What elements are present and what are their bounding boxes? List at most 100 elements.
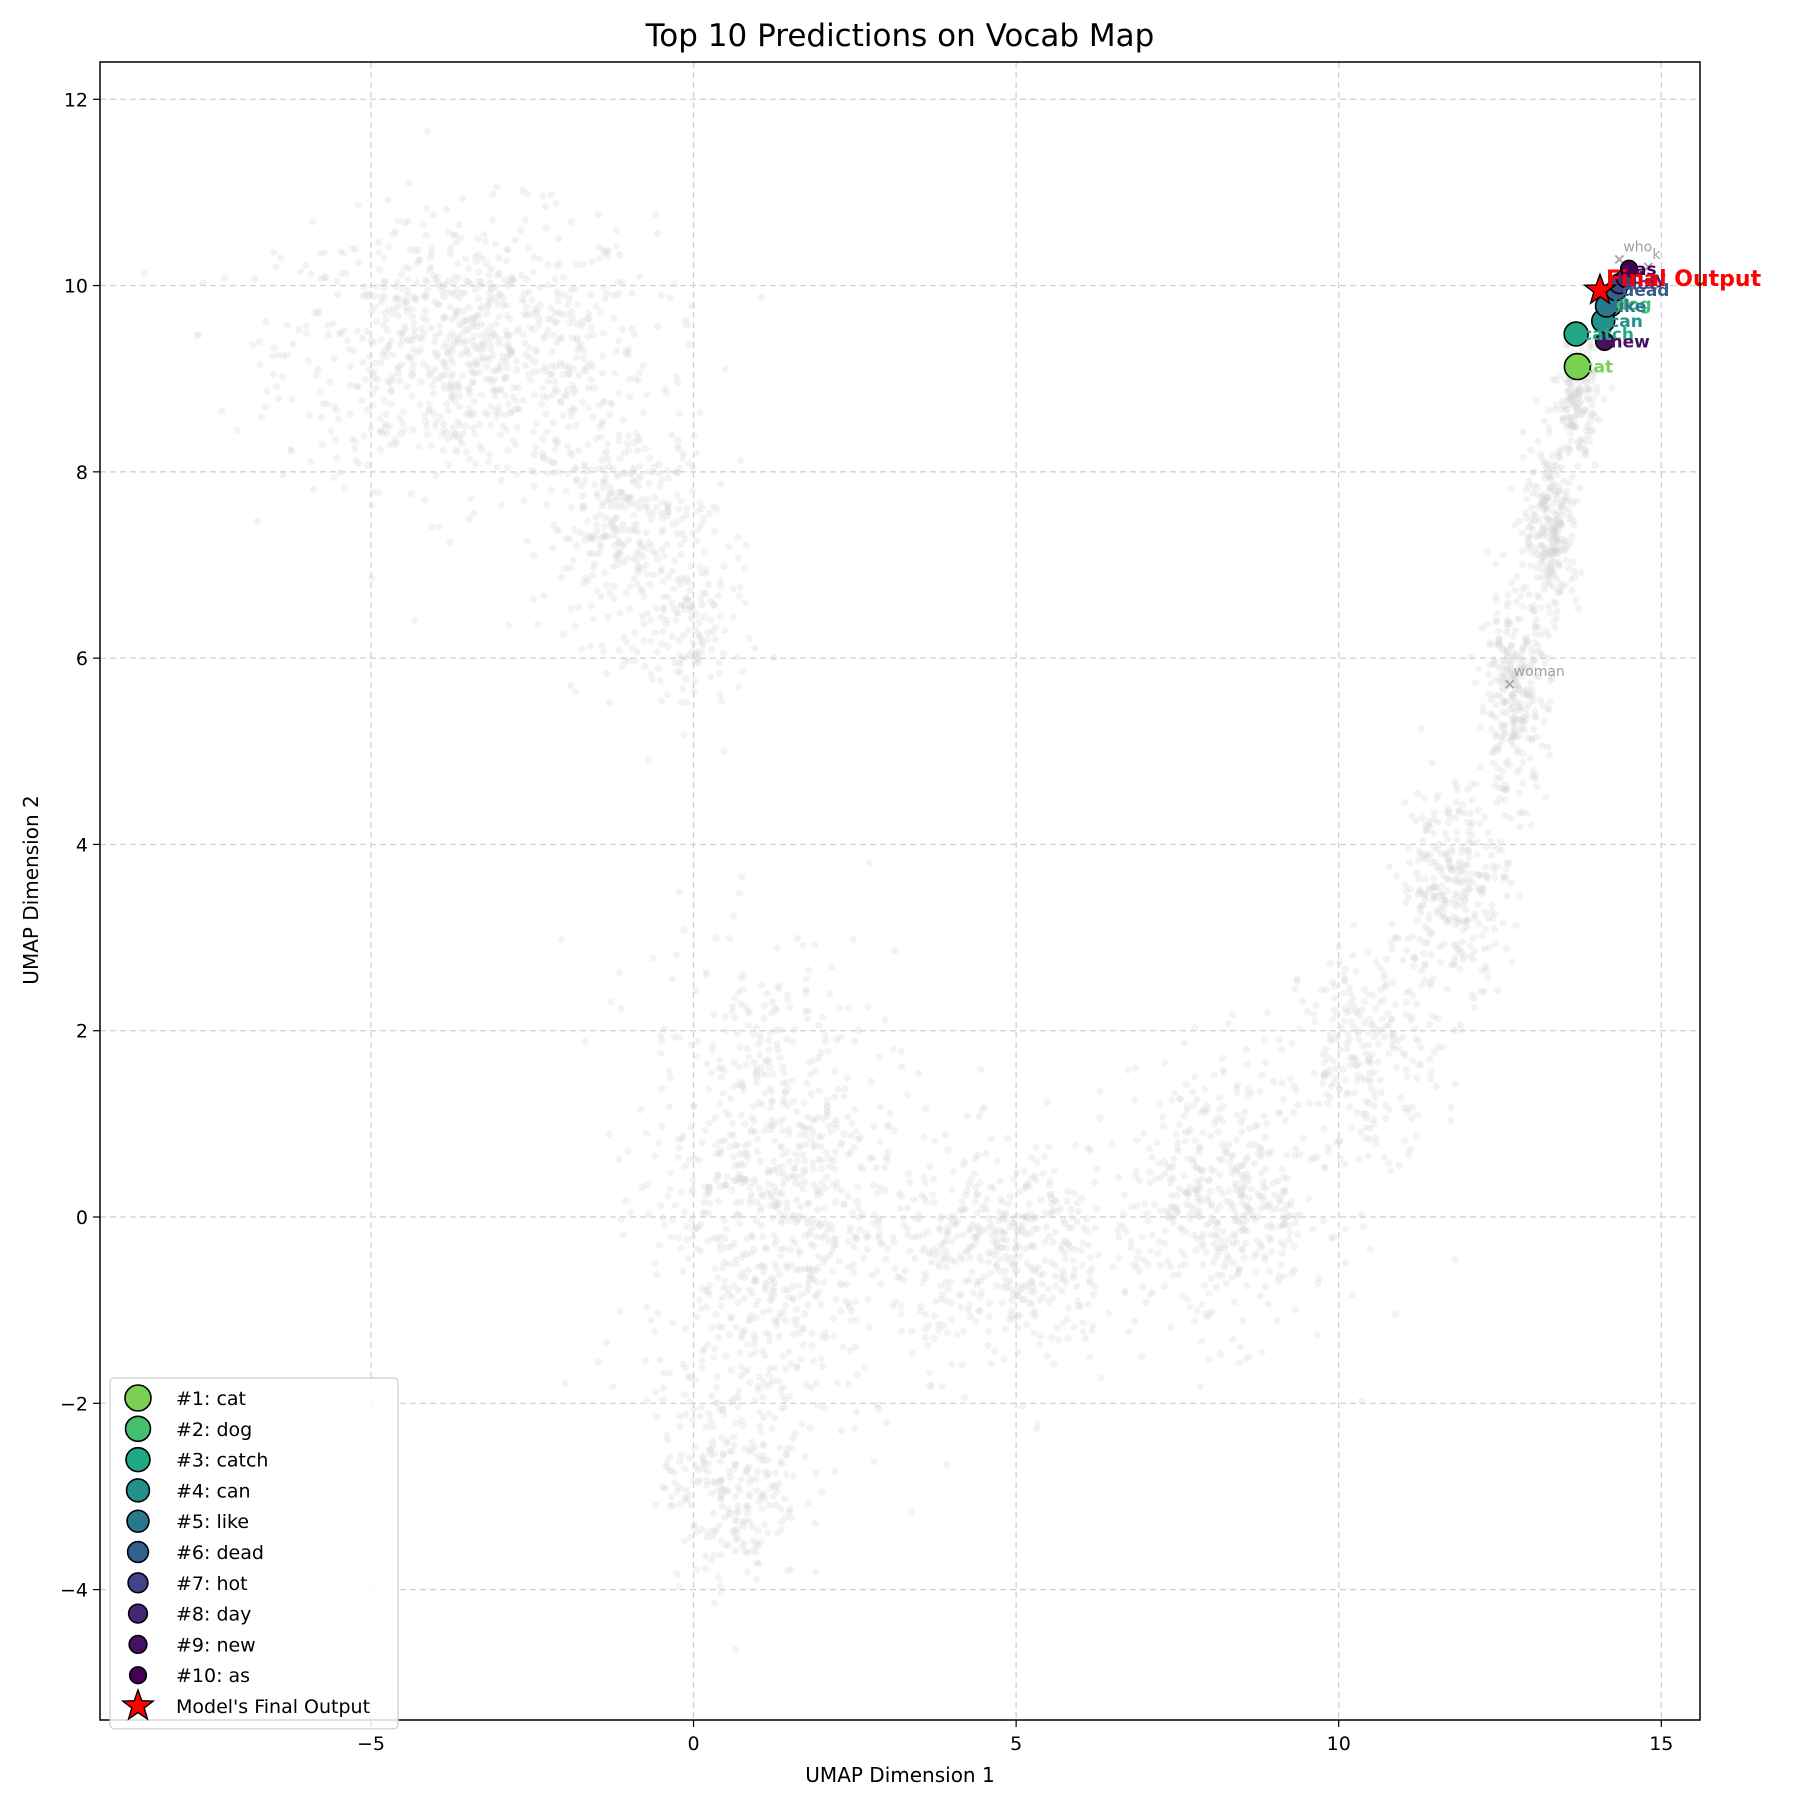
vocab-point [770,1291,778,1299]
vocab-point [833,1184,841,1192]
vocab-point [562,487,570,495]
vocab-point [589,615,597,623]
vocab-point [413,278,421,287]
vocab-point [884,1121,892,1129]
vocab-point [1366,1245,1374,1253]
vocab-point [646,580,654,588]
vocab-point [520,497,528,505]
vocab-point [664,1192,672,1200]
vocab-point [389,230,397,238]
vocab-point [679,454,687,462]
vocab-point [615,556,623,564]
vocab-point [640,620,648,628]
vocab-point [717,1457,725,1465]
vocab-point [953,1232,961,1240]
vocab-point [766,1501,774,1509]
vocab-point [574,603,583,611]
vocab-point [906,1247,914,1255]
vocab-point [664,1436,672,1444]
vocab-point [1411,1025,1419,1033]
vocab-point [1552,546,1561,554]
vocab-point [1559,477,1568,485]
vocab-point [1434,1014,1442,1022]
vocab-point [778,1517,786,1526]
vocab-point [624,432,633,440]
vocab-point [361,375,369,384]
vocab-point [1557,405,1566,414]
vocab-point [964,1180,972,1188]
vocab-point [757,1063,765,1072]
vocab-point [731,1162,739,1170]
vocab-point [1524,692,1532,700]
vocab-point [383,376,392,384]
vocab-point [821,1254,829,1262]
vocab-point [1545,581,1554,589]
vocab-point [696,499,704,507]
vocab-point [616,609,624,617]
vocab-point [776,1386,785,1394]
vocab-point [385,341,393,349]
vocab-point [828,963,836,971]
vocab-point [1067,1205,1075,1214]
vocab-point [1562,556,1570,564]
vocab-point [1130,1096,1139,1104]
vocab-point [709,1041,717,1049]
vocab-point [690,688,698,696]
vocab-point [716,1055,724,1064]
vocab-point [837,1141,845,1149]
vocab-point [351,444,359,453]
vocab-point [860,1363,868,1372]
vocab-point [1418,814,1426,822]
vocab-point [1554,588,1562,597]
vocab-point [1486,661,1494,669]
vocab-point [731,994,739,1002]
vocab-point [983,1195,991,1203]
vocab-point [785,1508,793,1516]
vocab-point [1491,873,1499,882]
vocab-point [727,1094,735,1103]
vocab-point [810,940,819,949]
vocab-point [1155,1100,1163,1108]
vocab-point [482,237,490,246]
vocab-point [452,446,460,454]
vocab-point [768,1096,776,1105]
vocab-point [598,456,606,465]
vocab-point [1133,1136,1141,1144]
vocab-point [704,628,712,637]
vocab-point [296,268,305,276]
vocab-point [569,557,577,565]
vocab-point [606,411,614,419]
vocab-point [760,1002,769,1010]
vocab-point [1290,1108,1298,1117]
vocab-point [853,1183,862,1191]
vocab-point [1474,806,1482,814]
vocab-point [753,1451,761,1460]
vocab-point [963,1111,971,1120]
vocab-point [726,1143,734,1151]
vocab-point [777,1309,785,1317]
vocab-point [1529,510,1538,519]
vocab-point [814,1264,822,1272]
vocab-point [497,476,505,485]
vocab-point [440,381,448,389]
vocab-point [792,1363,801,1371]
vocab-point [1091,1224,1099,1232]
vocab-point [791,1239,799,1247]
vocab-point [594,211,602,219]
vocab-point [423,285,432,294]
vocab-point [938,1382,946,1391]
vocab-point [732,653,741,662]
vocab-point [1310,1069,1318,1077]
vocab-point [1577,568,1585,577]
vocab-point [1283,1201,1291,1209]
vocab-point [746,1195,754,1203]
vocab-point [870,1210,879,1218]
vocab-point [1160,1282,1168,1290]
vocab-point [1364,1152,1372,1160]
vocab-point [1331,994,1339,1002]
vocab-point [511,441,519,450]
vocab-point [717,480,725,488]
vocab-point [579,505,587,514]
vocab-point [657,1032,665,1040]
vocab-point [479,255,487,263]
